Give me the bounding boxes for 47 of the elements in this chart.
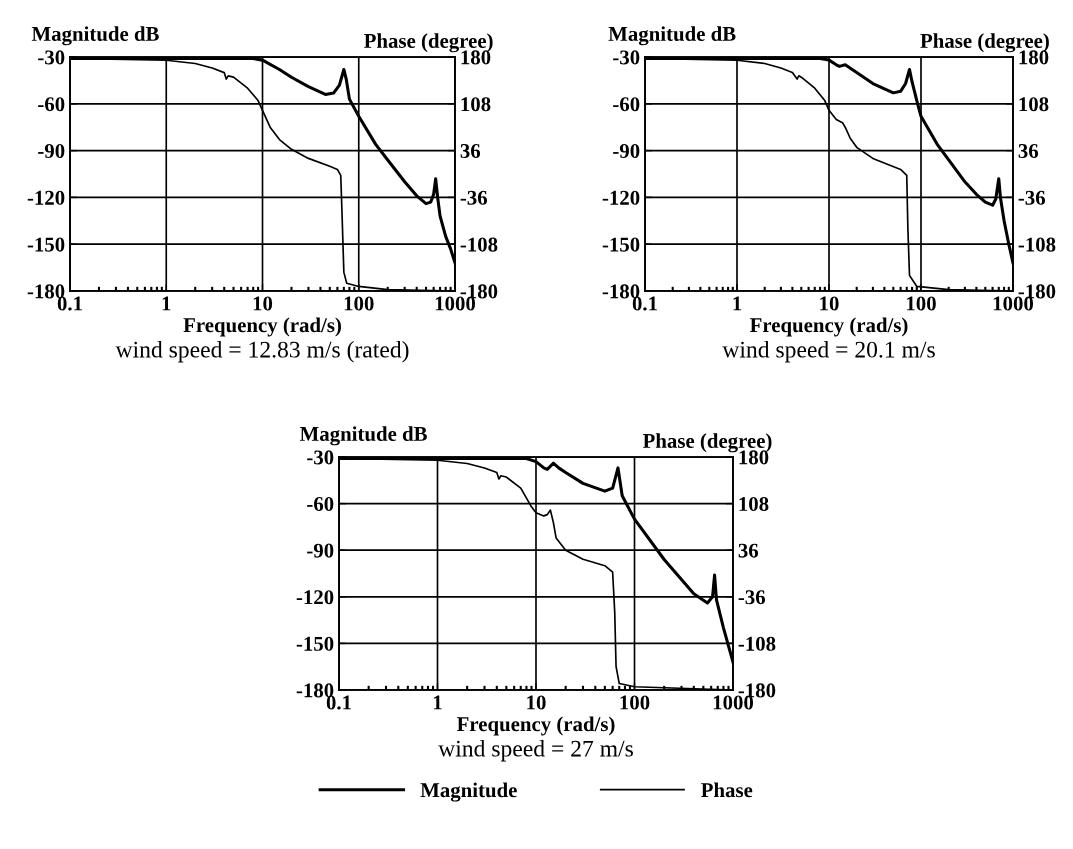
y-tick-label: -120 <box>27 190 65 205</box>
y-tick-label: -90 <box>613 143 640 159</box>
x-tick-label: 100 <box>344 296 374 311</box>
y2-tick-label: -36 <box>1018 190 1046 205</box>
y2-tick-label: -108 <box>738 636 776 651</box>
y-tick-label: -30 <box>38 50 65 65</box>
y2-tick-label: 36 <box>1018 144 1039 159</box>
y2-tick-label: -36 <box>460 190 488 205</box>
y-tick-label: -30 <box>307 450 334 465</box>
text: wind speed = 27 m/s <box>438 740 633 762</box>
y-tick-label: -120 <box>602 190 640 205</box>
x-axis-title: Frequency (rad/s) <box>456 716 615 736</box>
x-tick-label: 10 <box>253 296 273 311</box>
y2-tick-label: -36 <box>738 590 766 605</box>
y-tick-label: -150 <box>296 636 334 651</box>
x-tick-label: 10 <box>527 695 546 710</box>
y2-tick-label: -108 <box>1018 237 1056 252</box>
y-tick-label: -90 <box>38 143 65 159</box>
y-tick-label: -150 <box>27 237 65 252</box>
y2-tick-label: 108 <box>1019 97 1049 112</box>
y2-tick-label: 108 <box>461 97 491 112</box>
y-axis-title: Magnitude dB <box>299 426 427 446</box>
text: wind speed = 20.1 m/s <box>722 341 935 363</box>
x-tick-label: 1 <box>433 695 442 710</box>
y2-tick-label: 36 <box>460 144 481 159</box>
y-tick-label: -60 <box>307 496 334 512</box>
x-axis-title: Frequency (rad/s) <box>749 317 908 337</box>
y2-tick-label: -108 <box>460 237 498 252</box>
y2-tick-label: 36 <box>738 543 759 558</box>
y-tick-label: -30 <box>613 50 640 65</box>
y-axis-title: Magnitude dB <box>608 26 736 46</box>
x-axis-title: Frequency (rad/s) <box>183 317 341 337</box>
x-tick-label: 1 <box>162 296 171 311</box>
x-tick-label: 100 <box>620 695 650 710</box>
y-tick-label: -120 <box>296 590 334 605</box>
y-tick-label: -60 <box>613 97 640 112</box>
x-tick-label: 1 <box>733 296 742 311</box>
text: wind speed = 12.83 m/s (rated) <box>115 341 409 363</box>
x-tick-label: 100 <box>907 296 936 311</box>
y-axis-title: Magnitude dB <box>31 26 159 46</box>
y-tick-label: -150 <box>602 237 640 252</box>
x-tick-label: 10 <box>820 296 839 311</box>
legend-label: Phase <box>701 782 753 798</box>
y2-tick-label: 108 <box>739 496 769 512</box>
y-tick-label: -90 <box>307 543 334 558</box>
legend-label: Magnitude <box>420 782 517 802</box>
y-tick-label: -60 <box>38 97 65 112</box>
